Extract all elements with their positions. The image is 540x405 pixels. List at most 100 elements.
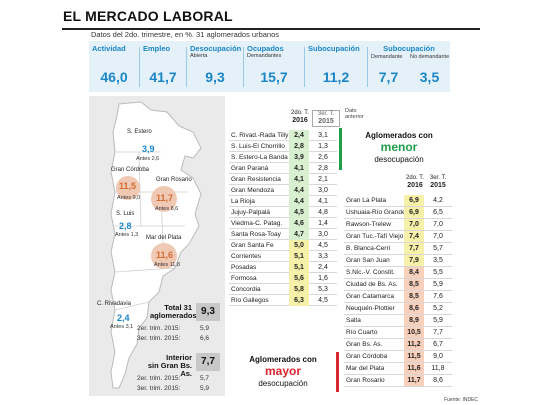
indicator-sublabel: Demandante (371, 54, 403, 60)
row-value-2015: 7,6 (433, 293, 443, 300)
row-value-2015: 2,8 (318, 165, 328, 172)
row-name: Santa Rosa-Toay (231, 231, 281, 238)
table-row: Santa Rosa-Toay 4,7 3,0 (229, 229, 337, 240)
row-value-2016: 7,0 (404, 219, 424, 230)
row-name: Jujuy-Palpalá (231, 209, 271, 216)
divider (243, 47, 244, 87)
map-before-sanluis: Antes 1,3 (115, 232, 139, 238)
row-value-2016: 5,6 (289, 273, 309, 284)
interior-trim2-label: 2er. trim. 2015: (137, 375, 181, 382)
row-value-2015: 1,6 (318, 275, 328, 282)
table-row: Salta 8,9 5,9 (344, 315, 452, 327)
indicator-value: 15,7 (260, 69, 288, 85)
row-value-2016: 5,8 (289, 284, 309, 295)
map-value-santiago: 3,9 (142, 144, 155, 154)
row-value-2015: 4,2 (433, 197, 443, 204)
row-name: Ciudad de Bs. As. (346, 281, 398, 288)
map-value-sanluis: 2,8 (119, 221, 132, 231)
row-name: Río Cuarto (346, 329, 378, 336)
table-row: Río Cuarto 10,5 7,7 (344, 327, 452, 339)
row-name: Gran Mendoza (231, 187, 274, 194)
indicator-demandante: Demandante 7,7 (368, 41, 409, 92)
map-before-rivadavia: Antes 3,1 (110, 324, 134, 330)
row-value-2015: 3,1 (318, 132, 328, 139)
left-col-header-2016: 2do. T. 2016 (287, 110, 313, 125)
row-name: Gran Catamarca (346, 293, 395, 300)
table-row: Gran Resistencia 4,1 2,1 (229, 174, 337, 185)
row-value-2016: 5,1 (289, 251, 309, 262)
table-row: Gran La Plata 6,9 4,2 (344, 195, 452, 207)
row-value-2015: 6,5 (433, 209, 443, 216)
table-row: S.Nic.-V. Constit. 8,4 5,5 (344, 267, 452, 279)
indicator-sublabel: Demandantes (247, 53, 282, 59)
table-row: Rawson-Trelew 7,0 7,0 (344, 219, 452, 231)
table-row: Neuquén-Plottier 8,6 5,2 (344, 303, 452, 315)
row-value-2016: 8,9 (404, 315, 424, 326)
table-row: Ciudad de Bs. As. 8,5 5,9 (344, 279, 452, 291)
map-circle-cordoba (116, 176, 140, 200)
map-before-santiago: Antes 2,6 (136, 156, 160, 162)
row-name: Neuquén-Plottier (346, 305, 395, 312)
callout-menor-line2: desocupación (374, 155, 424, 164)
row-name: Gran Bs. As. (346, 341, 383, 348)
title-divider (62, 28, 480, 30)
divider (367, 47, 368, 87)
indicator-value: 46,0 (100, 69, 128, 85)
row-value-2016: 8,4 (404, 267, 424, 278)
map-value-rosario: 11,7 (156, 193, 174, 203)
row-value-2016: 8,5 (404, 279, 424, 290)
table-row: Gran Rosario 11,7 8,6 (344, 375, 452, 387)
divider (304, 47, 305, 87)
row-value-2015: 3,5 (433, 257, 443, 264)
page-title: EL MERCADO LABORAL (63, 8, 233, 24)
row-value-2015: 5,7 (433, 245, 443, 252)
row-name: Salta (346, 317, 361, 324)
row-value-2016: 4,6 (289, 218, 309, 229)
callout-menor-big: menor (380, 140, 418, 154)
indicator-value: 11,2 (322, 69, 350, 85)
row-name: C. Rivad.-Rada Tilly (231, 132, 289, 139)
indicator-no-demandante: No demandante 3,5 (409, 41, 450, 92)
row-name: Concordia (231, 286, 261, 293)
indicator-value: 41,7 (149, 69, 177, 85)
row-value-2016: 2,8 (289, 141, 309, 152)
header-line2: 2015 (318, 118, 334, 125)
indicator-label: Subocupación (308, 44, 360, 53)
total-trim2-value: 5,9 (200, 325, 210, 332)
interior-trim3-label: 3er. trim. 2015: (137, 385, 181, 392)
map-before-cordoba: Antes 9,0 (117, 195, 141, 201)
table-row: Viedma-C. Patag. 4,6 1,4 (229, 218, 337, 229)
row-value-2016: 4,5 (289, 207, 309, 218)
table-row: S. Estero-La Banda 3,9 2,6 (229, 152, 337, 163)
row-name: S. Luis-El Chorrillo (231, 143, 285, 150)
dato-line2: anterior (345, 114, 364, 120)
row-name: Formosa (231, 275, 257, 282)
row-name: S.Nic.-V. Constit. (346, 269, 395, 276)
row-value-2016: 6,9 (404, 195, 424, 206)
row-value-2015: 2,6 (318, 154, 328, 161)
map-label-santiago: S. Estero (127, 129, 152, 135)
row-value-2015: 4,8 (318, 209, 328, 216)
map-value-mardelplata: 11,6 (156, 250, 174, 260)
indicator-label: Empleo (143, 44, 171, 53)
callout-mayor-line1: Aglomerados con (249, 355, 317, 364)
row-value-2016: 2,4 (289, 130, 309, 141)
header-line1: 3er. T. (429, 175, 447, 181)
table-row: Gran Tuc.-Tafí Viejo 7,4 7,0 (344, 231, 452, 243)
indicator-label: Ocupados (247, 44, 284, 53)
subocupacion-group-label: Subocupación (383, 44, 435, 53)
indicator-sublabel: No demandante (410, 54, 450, 60)
indicator-actividad: Actividad 46,0 (89, 41, 139, 92)
indicator-label: Actividad (92, 44, 126, 53)
row-name: B. Blanca-Cerri (346, 245, 391, 252)
row-value-2015: 5,2 (433, 305, 443, 312)
table-row: Ushuaia-Río Grande 6,9 6,5 (344, 207, 452, 219)
interior-trim3-value: 5,9 (200, 385, 210, 392)
table-row: Gran Bs. As. 11,2 6,7 (344, 339, 452, 351)
table-row: Gran Santa Fe 5,0 4,5 (229, 240, 337, 251)
row-value-2015: 7,7 (433, 329, 443, 336)
map-circle-rosario (151, 186, 177, 212)
row-value-2016: 7,7 (404, 243, 424, 254)
table-row: Río Gallegos 6,3 4,5 (229, 295, 337, 306)
row-value-2015: 5,9 (433, 317, 443, 324)
